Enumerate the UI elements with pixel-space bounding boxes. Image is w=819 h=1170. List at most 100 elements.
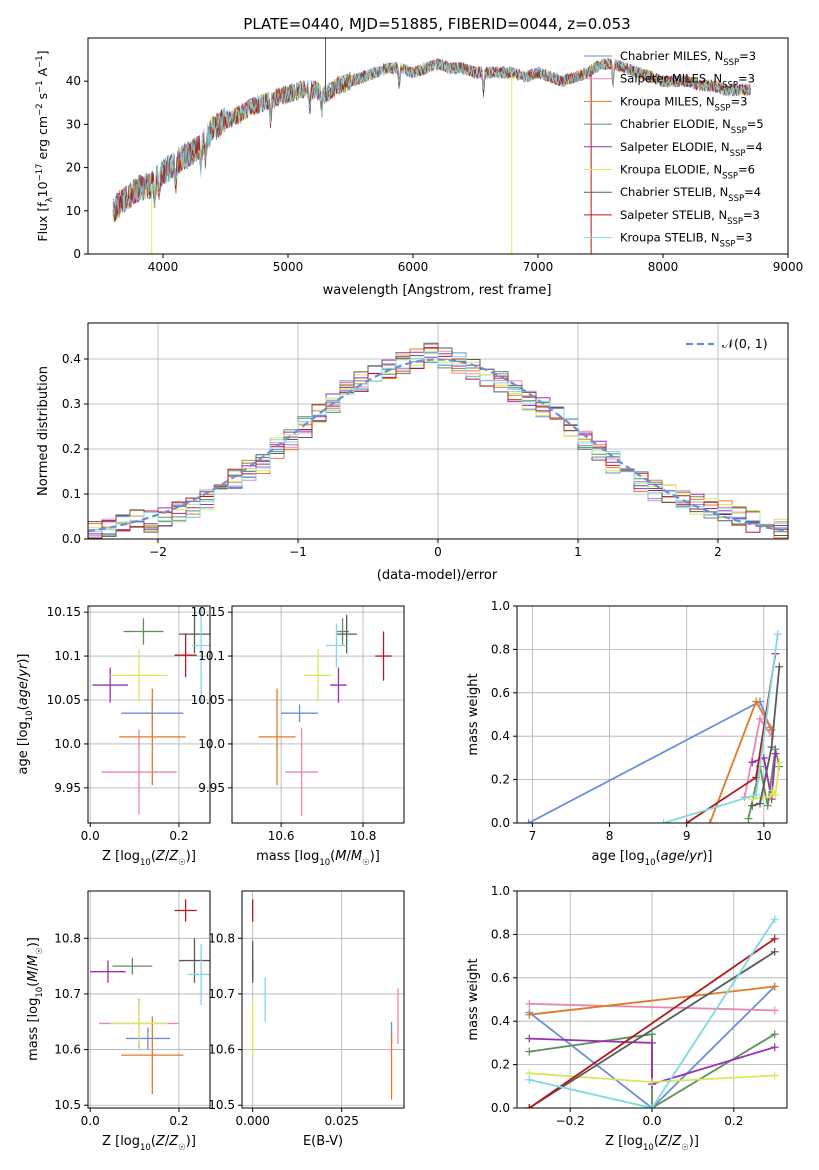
errorbar-sa_elodie xyxy=(92,667,128,703)
weight-marker-kr_stelib xyxy=(770,915,779,924)
x-tick-label: 2 xyxy=(714,545,722,559)
x-tick-label: 8 xyxy=(606,829,614,843)
errorbar-kr_stelib xyxy=(187,943,210,1006)
legend-label-kr_elodie: Kroupa ELODIE, NSSP=6 xyxy=(620,163,755,182)
x-tick-label: 0.0 xyxy=(81,829,100,843)
weight-marker-kr_elodie xyxy=(648,1077,656,1086)
x-tick-label: 7000 xyxy=(523,260,554,274)
spectrum-line-ch_stelib xyxy=(112,58,751,223)
y-tick-label: 10.8 xyxy=(54,931,81,945)
y-tick-label: 0.4 xyxy=(491,1014,510,1028)
x-tick-label: 10 xyxy=(756,829,771,843)
normal-curve xyxy=(88,358,788,533)
weight-marker-sa_stelib xyxy=(682,819,691,823)
axes-frame xyxy=(87,37,789,255)
weight-marker-ch_elodie xyxy=(763,801,772,810)
x-tick-label: 0.0 xyxy=(81,1114,100,1128)
weight-marker-kr_stelib xyxy=(773,630,782,639)
weight-marker-ch_stelib xyxy=(770,947,779,956)
weight-marker-ch_stelib xyxy=(748,801,757,810)
legend-label-kr_stelib: Kroupa STELIB, NSSP=3 xyxy=(620,231,752,250)
spectrum-xlabel: wavelength [Angstrom, rest frame] xyxy=(323,283,552,298)
weight-marker-ch_stelib xyxy=(756,799,764,808)
plot-area xyxy=(252,899,399,1100)
weight-marker-kr_stelib xyxy=(659,819,668,823)
errorbar-sa_miles xyxy=(101,729,177,815)
y-tick-label: 0.8 xyxy=(491,927,510,941)
y-tick-label: 10 xyxy=(66,204,81,218)
errorbar-sa_stelib xyxy=(375,631,392,681)
y-tick-label: 10.6 xyxy=(54,1043,81,1057)
spectrum-line-kr_stelib xyxy=(112,58,751,218)
errorbar-sa_elodie xyxy=(90,960,126,983)
spectrum-ylabel: Flux [fλ10−17 erg cm−2 s−1 A−1] xyxy=(35,50,55,241)
y-tick-label: 0 xyxy=(73,247,81,261)
weight-marker-sa_stelib xyxy=(770,934,779,943)
errorbar-ch_stelib xyxy=(178,614,210,654)
weight-marker-kr_elodie xyxy=(766,792,775,801)
histogram-ylabel: Normed distribution xyxy=(36,366,51,496)
errorbar-kr_elodie xyxy=(303,649,333,702)
y-tick-label: 0.3 xyxy=(62,397,81,411)
errorbar-sa_stelib xyxy=(174,633,197,678)
weight-line-ch_miles xyxy=(528,985,776,1108)
weight-line-kr_miles xyxy=(709,699,773,823)
y-tick-label: 10.6 xyxy=(208,1043,235,1057)
legend-label-ch_miles: Chabrier MILES, NSSP=3 xyxy=(620,49,756,68)
x-tick-label: 5000 xyxy=(273,260,304,274)
x-tick-label: 10.8 xyxy=(350,829,377,843)
errorbar-ch_elodie xyxy=(112,957,153,975)
y-tick-label: 0.0 xyxy=(491,816,510,830)
y-tick-label: 0.6 xyxy=(491,971,510,985)
x-tick-label: 1 xyxy=(574,545,582,559)
y-tick-label: 10.05 xyxy=(191,693,225,707)
weight-marker-sa_elodie xyxy=(771,749,780,758)
x-tick-label: −0.2 xyxy=(556,1114,585,1128)
x-tick-label: −1 xyxy=(289,545,307,559)
weight-line-kr_miles xyxy=(529,985,775,1016)
panel-histogram: −2 −1 0 1 2 0.0 0.1 0.2 0.3 0.4 xyxy=(62,322,789,559)
errorbar-ch_miles xyxy=(125,1027,171,1050)
errorbar-ch_stelib xyxy=(336,614,357,654)
errorbar-kr_elodie xyxy=(110,1001,168,1046)
weight-line-sa_stelib xyxy=(528,937,776,1108)
errorbar-kr_stelib xyxy=(326,623,347,668)
axes-frame xyxy=(87,890,211,1109)
errorbar-kr_miles xyxy=(119,688,186,786)
y-tick-label: 10.15 xyxy=(191,605,225,619)
y-tick-label: 10.5 xyxy=(54,1098,81,1112)
weight-marker-ch_elodie xyxy=(744,814,753,823)
y-tick-label: 9.95 xyxy=(54,781,81,795)
weight-marker-ch_stelib xyxy=(775,662,784,671)
spectrum-line-sa_stelib xyxy=(112,58,751,221)
panel-age-vs-mass: 10.6 10.8 9.95 10.0 10.05 10.1 10.15 xyxy=(191,605,405,843)
y-tick-label: 10.0 xyxy=(54,737,81,751)
x-tick-label: −2 xyxy=(149,545,167,559)
legend-label-ch_elodie: Chabrier ELODIE, NSSP=5 xyxy=(620,117,764,136)
spectrum-legend: Chabrier MILES, NSSP=3 Salpeter MILES, NS… xyxy=(584,49,764,250)
weight-marker-kr_miles xyxy=(525,1010,534,1019)
y-tick-label: 10.0 xyxy=(198,737,225,751)
weight-marker-ch_elodie xyxy=(770,1030,779,1039)
weight-marker-ch_elodie xyxy=(648,1030,656,1039)
weight-line-sa_miles xyxy=(529,1002,775,1012)
y-tick-label: 0.4 xyxy=(62,352,81,366)
y-tick-label: 10.8 xyxy=(208,931,235,945)
weight-marker-sa_elodie xyxy=(770,1043,779,1052)
histogram-xlabel: (data-model)/error xyxy=(377,568,498,583)
axes-frame xyxy=(241,890,405,1109)
y-tick-label: 10.1 xyxy=(54,649,81,663)
errorbar-ch_miles xyxy=(281,704,318,722)
errorbar-kr_miles xyxy=(121,1016,184,1095)
y-tick-label: 1.0 xyxy=(491,884,510,898)
panel-mass-weight-vs-age: 7 8 9 10 0.0 0.2 0.4 0.6 0.8 1.0 xyxy=(491,599,788,843)
x-tick-label: 7 xyxy=(529,829,537,843)
mass-vs-EBV-xlabel: E(B-V) xyxy=(303,1134,343,1149)
errorbar-ch_elodie xyxy=(123,618,164,645)
weight-marker-ch_stelib xyxy=(767,743,776,752)
legend-label-normal: 𝒩(0, 1) xyxy=(722,336,768,351)
weight-marker-kr_miles xyxy=(752,697,761,706)
weight-marker-sa_miles xyxy=(525,999,534,1008)
x-tick-label: 0.2 xyxy=(169,829,188,843)
